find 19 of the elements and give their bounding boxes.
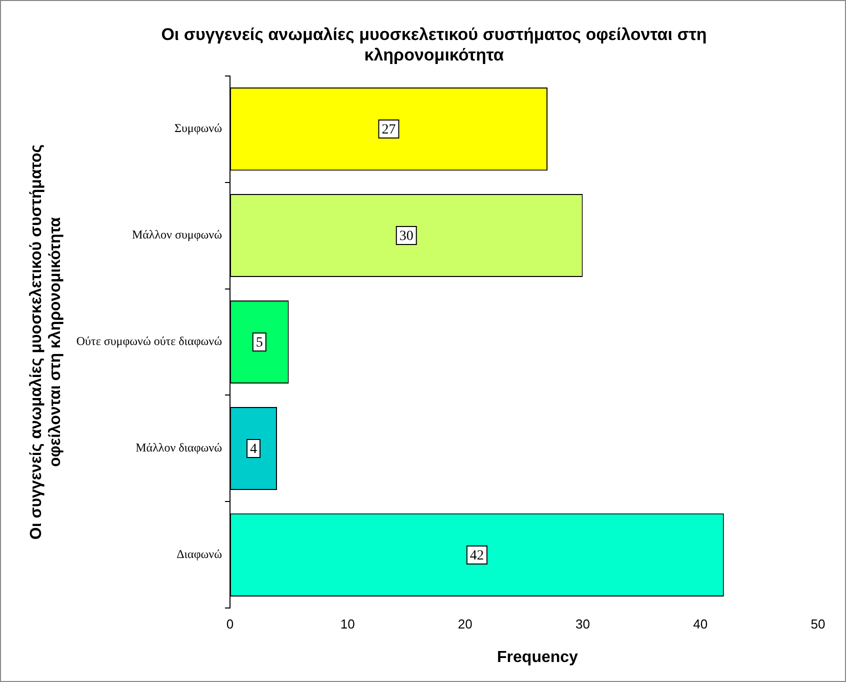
- data-label: 30: [399, 229, 414, 244]
- data-label: 27: [382, 122, 396, 138]
- x-tick-label: 20: [458, 616, 472, 632]
- x-tick-label: 0: [226, 616, 234, 632]
- x-tick-label: 50: [810, 616, 826, 632]
- y-tick-label: Συμφωνώ: [174, 121, 222, 136]
- x-tick-label: 30: [576, 616, 590, 632]
- data-label: 4: [250, 442, 257, 458]
- x-tick-label: 10: [340, 616, 355, 632]
- data-label: 5: [256, 336, 263, 351]
- y-tick-label: Μάλλον διαφωνώ: [136, 440, 222, 455]
- y-tick-label: Ούτε συμφωνώ ούτε διαφωνώ: [76, 334, 222, 348]
- y-axis-title: Οι συγγενείς ανωμαλίες μυοσκελετικού συστήματος οφείλονται στη κληρονομικότητα: [28, 144, 64, 540]
- x-tick-label: 40: [693, 616, 708, 632]
- y-tick-label: Μάλλον συμφωνώ: [132, 228, 222, 242]
- data-label: 42: [470, 548, 484, 564]
- y-tick-label: Διαφωνώ: [176, 547, 222, 562]
- chart-title: Οι συγγενείς ανωμαλίες μυοσκελετικού συστήματος οφείλονται στη κληρονομικότητα: [161, 24, 707, 64]
- x-axis-title: Frequency: [497, 648, 578, 666]
